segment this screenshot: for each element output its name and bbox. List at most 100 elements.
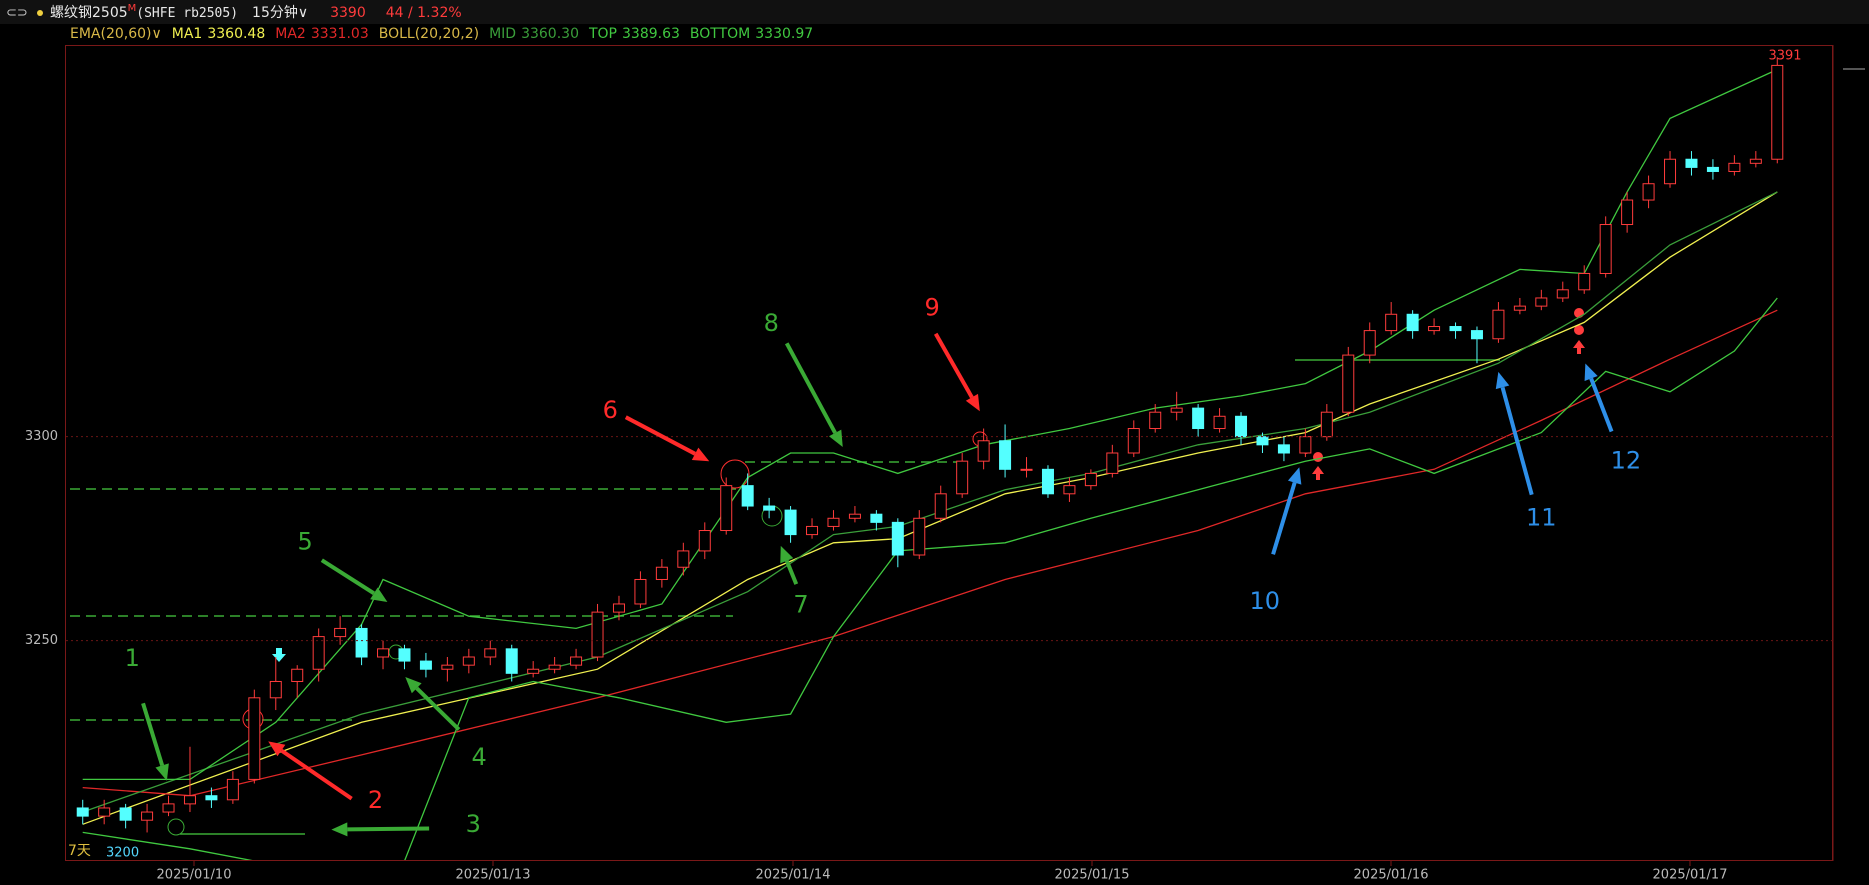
price: 3390 [330,5,366,21]
candle-body [1642,183,1655,201]
candle-body [1385,313,1398,332]
annotation-label: 9 [925,294,940,322]
signal-arrow [1573,340,1585,354]
candle-body [1041,468,1054,495]
candle-body [591,611,604,658]
annotation-arrowhead [965,393,980,412]
candle-body [956,460,969,495]
annotation-arrowhead [405,677,422,694]
candle-body [398,648,411,662]
candle-body [226,778,239,801]
candle-body [977,440,990,462]
legend-toggle: ∨ [152,26,162,42]
annotation-arrow [280,748,353,801]
signal-dot [1574,325,1584,335]
legend-value: 3360.30 [521,26,579,42]
base-label: 3200 [106,846,139,861]
marker-circle [167,818,185,836]
legend: EMA(20,60)∨ MA1 3360.48 MA2 3331.03 BOLL(20,2… [70,26,813,42]
candle-body [1449,326,1462,332]
legend-value: 3331.03 [311,26,369,42]
candle-body [1749,158,1762,164]
plot-area [76,57,1784,860]
candle-body [720,485,733,532]
candle-body [999,440,1012,470]
candle-body [870,513,883,523]
title-bar [0,0,1869,24]
candle-body [806,525,819,536]
legend-value: 3330.97 [755,26,813,42]
annotation-label: 4 [472,743,487,771]
candle-body [1277,444,1290,454]
candle-body [183,795,196,805]
change: 44 / 1.32% [386,5,462,21]
candle-body [1685,158,1698,168]
annotation-label: 12 [1611,446,1642,474]
annotation-label: 7 [793,591,808,619]
annotation-arrow [320,558,375,596]
annotation-label: 1 [125,644,140,672]
candle-body [527,668,540,674]
annotation-label: 6 [603,396,618,424]
x-tick-label: 2025/01/17 [1653,868,1728,883]
annotation-arrow [1589,377,1614,433]
period[interactable]: 15分钟 [252,4,298,21]
signal-dot [1313,452,1323,462]
candle-body [548,664,561,670]
candle-body [1363,330,1376,356]
candle-body [1235,415,1248,438]
candle-body [891,521,904,556]
candle-body [334,627,347,638]
annotation-arrow [1271,482,1297,555]
window-icon: ⊂⊃ [6,6,28,21]
candle-body [377,648,390,658]
candle-body [205,795,218,801]
annotation-label: 11 [1526,504,1557,532]
candle-body [441,664,454,670]
candle-body [1192,407,1205,430]
candle-body [1149,411,1162,430]
x-tick-label: 2025/01/15 [1055,868,1130,883]
candle-body [248,697,261,780]
annotation-arrow [347,826,430,832]
candle-body [698,530,711,552]
title: 螺纹钢2505M(SHFE rb2505) 15分钟∨ 3390 44 / 1.32% [50,3,462,21]
candle-body [612,603,625,613]
candle-body [1706,166,1719,172]
annotation-arrowhead [370,587,388,602]
y-tick-label: 3250 [25,633,58,648]
candle-body [1063,485,1076,495]
legend-name: MA1 [172,26,203,42]
flag: M [128,3,137,14]
annotation-arrowhead [1495,371,1510,390]
annotation-arrow [415,686,461,731]
candle-body [1170,407,1183,413]
annotation-arrowhead [1584,363,1598,382]
candle-body [1578,272,1591,291]
candle-body [484,648,497,658]
candle-body [1535,297,1548,307]
candle-body [1428,326,1441,332]
annotation-arrowhead [331,822,348,837]
last-price-label: 3391 [1768,49,1801,64]
annotation-arrow [1500,386,1534,496]
candle-body [1728,162,1741,172]
candle-body [1771,64,1784,160]
x-tick-label: 2025/01/16 [1354,868,1429,883]
annotation-arrowhead [691,447,710,462]
annotation-label: 2 [368,786,383,814]
annotation-arrow [141,702,165,767]
legend-name: BOTTOM [690,26,750,42]
candle-body [162,803,175,813]
indicator-line [82,309,1778,797]
y-tick-label: 3300 [25,429,58,444]
indicator-line [82,297,1778,860]
candle-body [1299,436,1312,454]
legend-value: 3360.48 [207,26,265,42]
marker-circle [720,459,750,489]
candle-body [634,578,647,605]
symbol: 螺纹钢2505 [50,5,128,21]
candle-body [119,807,132,821]
